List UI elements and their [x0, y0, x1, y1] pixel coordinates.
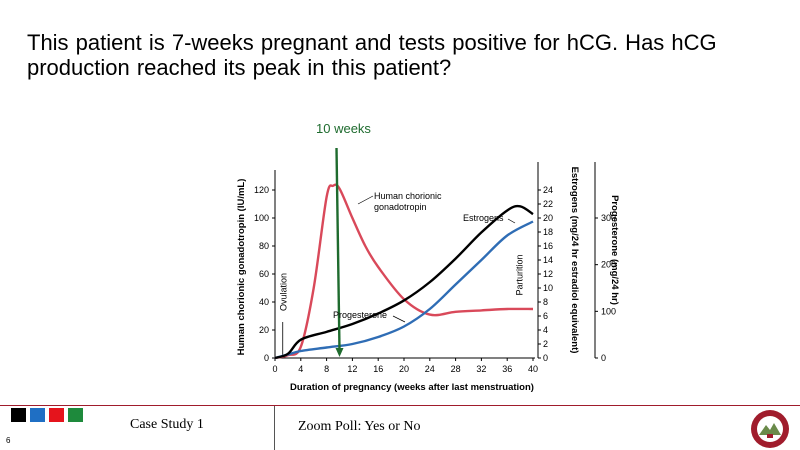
left-tick-label: 0 [264, 353, 269, 363]
x-tick-label: 0 [272, 364, 277, 374]
hormone-chart: 0 4 8 12 16 20 24 28 32 36 40020406080100120024681… [236, 147, 620, 393]
x-tick-label: 16 [373, 364, 383, 374]
x-tick-label: 4 [298, 364, 303, 374]
estrogens-label-leader [507, 218, 516, 224]
mid-tick-label: 20 [543, 213, 553, 223]
x-tick-label: 36 [502, 364, 512, 374]
ovulation-label: Ovulation [279, 273, 289, 311]
progesterone-series-line [274, 204, 534, 360]
x-tick-label: 24 [425, 364, 435, 374]
mid-tick-label: 10 [543, 283, 553, 293]
estrogens-series-line [274, 220, 534, 360]
x-tick-label: 28 [451, 364, 461, 374]
x-axis-title: Duration of pregnancy (weeks after last … [290, 382, 534, 393]
right-tick-label: 300 [601, 213, 616, 223]
mid-tick-label: 4 [543, 325, 548, 335]
right-axis-title: Progesterone (mg/24 hr) [609, 195, 620, 305]
mid-tick-label: 22 [543, 199, 553, 209]
marker-label: 10 weeks [316, 121, 371, 136]
footer-case-study: Case Study 1 [130, 417, 204, 432]
right-tick-label: 100 [601, 306, 616, 316]
mid-tick-label: 2 [543, 339, 548, 349]
mid-tick-label: 16 [543, 241, 553, 251]
left-tick-label: 60 [259, 269, 269, 279]
hcg-series-line [274, 183, 534, 360]
left-tick-label: 100 [254, 213, 269, 223]
mid-tick-label: 12 [543, 269, 553, 279]
footer-poll-text: Zoom Poll: Yes or No [298, 419, 421, 434]
mid-tick-label: 8 [543, 297, 548, 307]
left-tick-label: 80 [259, 241, 269, 251]
right-tick-label: 200 [601, 260, 616, 270]
left-tick-label: 40 [259, 297, 269, 307]
question-line-1: This patient is 7-weeks pregnant and tes… [27, 30, 717, 55]
ten-week-marker-arrowhead [335, 348, 344, 357]
left-tick-label: 20 [259, 325, 269, 335]
x-tick-label: 20 [399, 364, 409, 374]
progesterone-label-leader [392, 315, 406, 323]
mid-axis-title: Estrogens (mg/24 hr estradiol equivalent… [569, 167, 580, 354]
mid-tick-label: 0 [543, 353, 548, 363]
slide-number: 6 [6, 436, 11, 445]
left-tick-label: 120 [254, 185, 269, 195]
right-tick-label: 0 [601, 353, 606, 363]
estrogens-label: Estrogens [463, 213, 504, 223]
hcg-label-leader [357, 195, 374, 205]
swatch-red [49, 408, 64, 422]
footer-divider [274, 406, 275, 450]
mid-tick-label: 24 [543, 185, 553, 195]
x-tick-label: 12 [347, 364, 357, 374]
mid-tick-label: 18 [543, 227, 553, 237]
parturition-label: Parturition [515, 254, 525, 295]
university-seal-logo [751, 410, 789, 448]
color-swatches [11, 408, 83, 422]
swatch-green [68, 408, 83, 422]
progesterone-label: Progesterone [333, 310, 387, 320]
question-line-2: production reached its peak in this pati… [27, 55, 452, 80]
x-tick-label: 32 [476, 364, 486, 374]
ten-week-marker-line [335, 147, 341, 351]
slide-question: This patient is 7-weeks pregnant and tes… [27, 30, 767, 80]
mid-tick-label: 6 [543, 311, 548, 321]
footer-rule [0, 405, 800, 406]
left-axis-title: Human chorionic gonadotropin (IU/mL) [236, 179, 247, 356]
x-tick-label: 8 [324, 364, 329, 374]
swatch-blue [30, 408, 45, 422]
hcg-label-line1: Human chorionic [374, 191, 442, 201]
swatch-black [11, 408, 26, 422]
mid-tick-label: 14 [543, 255, 553, 265]
hcg-label-line2: gonadotropin [374, 202, 427, 212]
x-tick-label: 40 [528, 364, 538, 374]
